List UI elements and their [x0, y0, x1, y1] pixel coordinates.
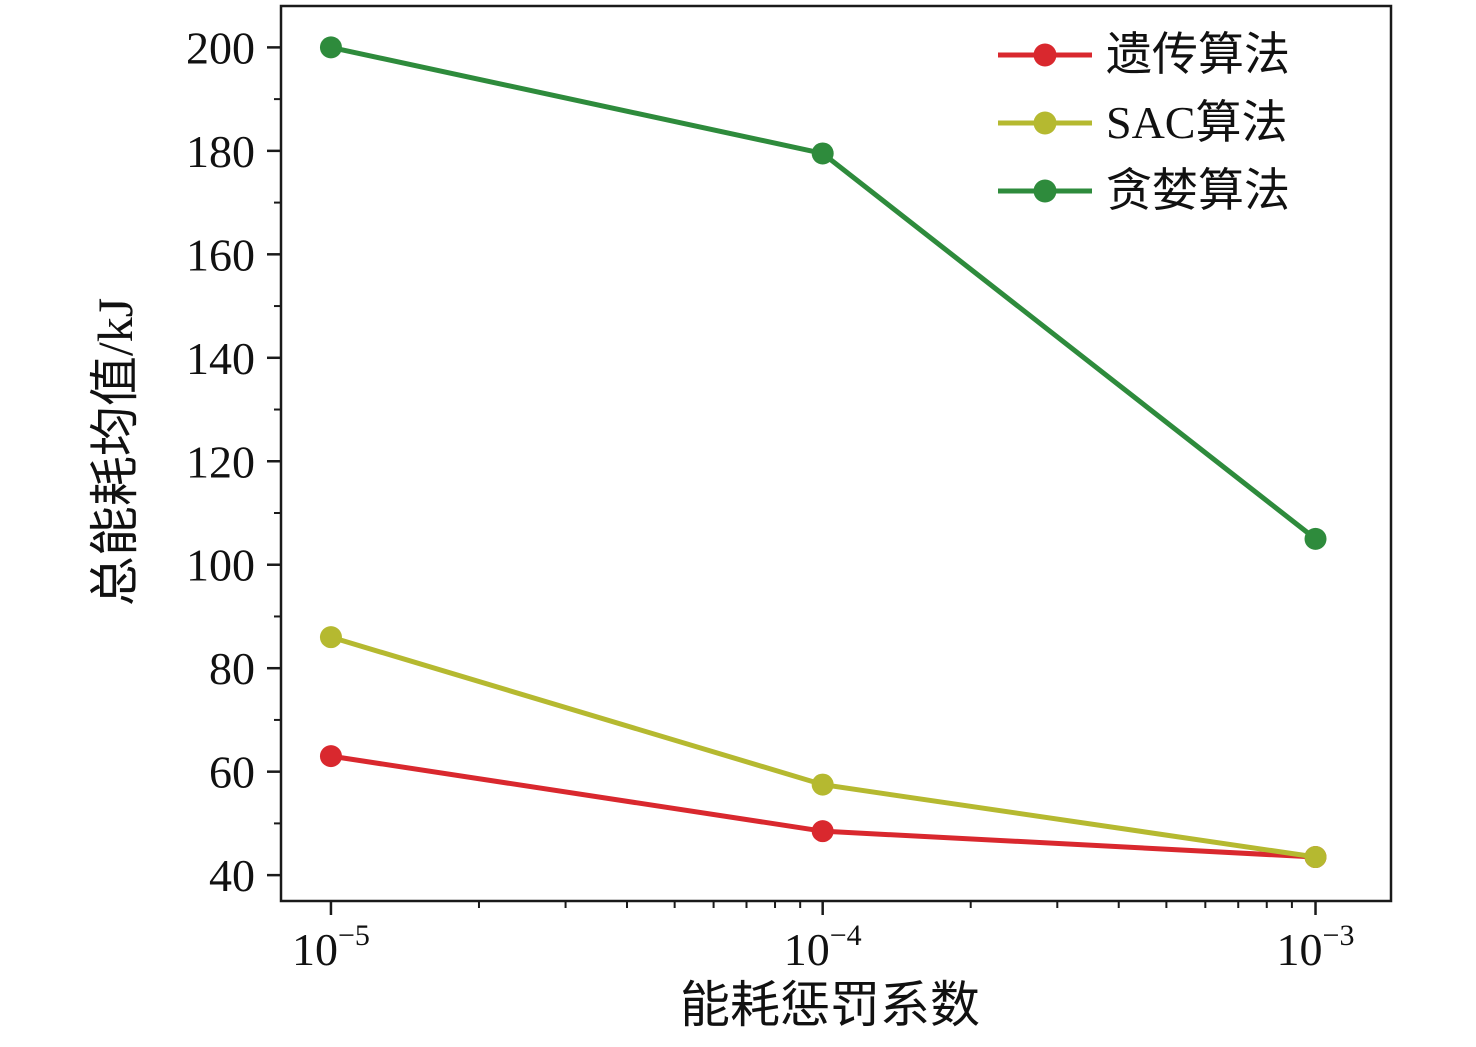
- data-point: [1304, 846, 1327, 869]
- legend-dot-icon: [1033, 179, 1057, 203]
- legend-swatch-genetic: [998, 42, 1092, 68]
- x-tick-label: 10−4: [784, 919, 862, 975]
- plot-area: 40 60 80 100 120 140 160 180 200 10−5 10−4 10−3: [186, 4, 1393, 975]
- legend-dot-icon: [1033, 111, 1057, 135]
- y-tick-label: 140: [186, 333, 255, 384]
- data-point: [1304, 527, 1327, 550]
- y-tick-label: 160: [186, 229, 255, 280]
- legend-label: SAC算法: [1106, 97, 1288, 148]
- data-point: [811, 142, 834, 165]
- y-axis-label: 总能耗均值/kJ: [87, 298, 143, 606]
- data-point: [319, 626, 342, 649]
- y-tick-label: 40: [209, 850, 255, 901]
- legend-item-sac: SAC算法: [998, 94, 1290, 152]
- y-tick-label: 60: [209, 747, 255, 798]
- legend-label: 遗传算法: [1106, 29, 1290, 80]
- data-point: [319, 36, 342, 59]
- data-point: [319, 745, 342, 768]
- x-axis-label: 能耗惩罚系数: [680, 977, 980, 1033]
- y-tick-label: 100: [186, 540, 255, 591]
- x-tick-label: 10−3: [1277, 919, 1355, 975]
- legend-swatch-sac: [998, 110, 1092, 136]
- legend-item-genetic: 遗传算法: [998, 26, 1290, 84]
- y-tick-label: 200: [186, 22, 255, 73]
- y-tick-label: 180: [186, 126, 255, 177]
- y-tick-label: 80: [209, 643, 255, 694]
- x-tick-label: 10−5: [292, 919, 370, 975]
- plot-frame: [279, 4, 1393, 903]
- legend-dot-icon: [1033, 43, 1057, 67]
- legend-swatch-greedy: [998, 178, 1092, 204]
- legend: 遗传算法 SAC算法 贪婪算法: [998, 26, 1290, 220]
- legend-item-greedy: 贪婪算法: [998, 162, 1290, 220]
- data-point: [811, 820, 834, 843]
- data-point: [811, 773, 834, 796]
- y-tick-label: 120: [186, 436, 255, 487]
- legend-label: 贪婪算法: [1106, 165, 1290, 216]
